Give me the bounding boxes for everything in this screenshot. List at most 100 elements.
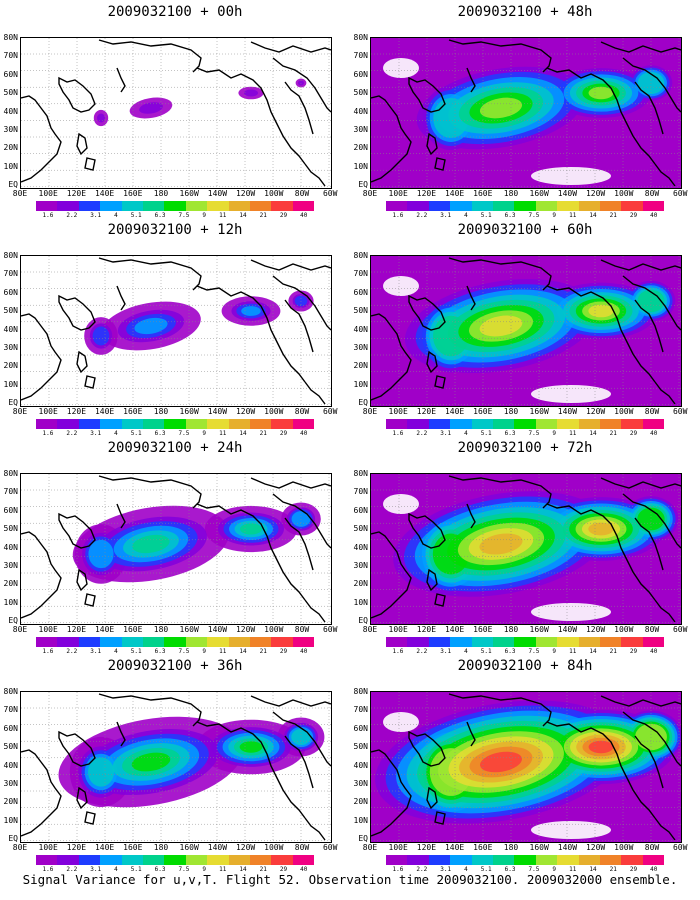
latitude-label: 50N bbox=[353, 742, 368, 752]
colorbar-swatch bbox=[185, 419, 208, 429]
colorbar-swatch bbox=[292, 419, 315, 429]
longitude-label: 180 bbox=[153, 189, 169, 198]
colorbar-level: 9 bbox=[552, 866, 557, 873]
longitude-label: 160W bbox=[179, 189, 199, 198]
colorbar-level: 4 bbox=[464, 866, 468, 873]
colorbar-labels: 1.6 2.2 3.1 4 5.1 6.3 7.5 9 11 14 21 29 40 bbox=[36, 648, 314, 655]
colorbar-level: 6.3 bbox=[504, 430, 516, 437]
colorbar-swatch bbox=[621, 637, 643, 647]
colorbar-swatch bbox=[407, 637, 429, 647]
colorbar-swatch bbox=[407, 201, 429, 211]
longitude-label: 160W bbox=[179, 407, 199, 416]
colorbar-swatch bbox=[492, 855, 515, 865]
longitude-label: 60W bbox=[672, 189, 688, 198]
longitude-label: 160W bbox=[179, 625, 199, 634]
longitude-label: 120W bbox=[235, 189, 256, 198]
longitude-label: 140E bbox=[94, 843, 115, 852]
longitude-label: 180 bbox=[503, 843, 519, 852]
colorbar-level: 40 bbox=[300, 648, 308, 655]
colorbar-level: 2.2 bbox=[416, 430, 428, 437]
latitude-label: 40N bbox=[3, 324, 18, 334]
longitude-label: 120E bbox=[416, 625, 437, 634]
latitude-label: 10N bbox=[353, 597, 368, 607]
colorbar-swatch bbox=[36, 201, 58, 211]
latitude-label: 40N bbox=[353, 324, 368, 334]
colorbar-level: 14 bbox=[589, 430, 597, 437]
map-panel: 2009032100 + 48h 80N 70N 60N 50N 40N 30N 20N 10N… bbox=[350, 0, 700, 222]
latitude-label: 10N bbox=[3, 597, 18, 607]
colorbar-swatch bbox=[249, 637, 272, 647]
longitude-label: 120W bbox=[585, 843, 606, 852]
colorbar-level: 2.2 bbox=[66, 430, 78, 437]
colorbar-level: 2.2 bbox=[416, 212, 428, 219]
colorbar bbox=[386, 637, 665, 647]
latitude-label: 20N bbox=[3, 361, 18, 371]
longitude-label: 80E bbox=[362, 625, 378, 634]
coastlines bbox=[371, 257, 681, 405]
longitude-label: 180 bbox=[153, 843, 169, 852]
colorbar-swatch bbox=[514, 201, 536, 211]
colorbar-labels: 1.6 2.2 3.1 4 5.1 6.3 7.5 9 11 14 21 29 40 bbox=[386, 866, 664, 873]
colorbar-swatch bbox=[142, 201, 165, 211]
colorbar-swatch bbox=[78, 201, 101, 211]
latitude-label: 80N bbox=[3, 469, 18, 478]
latitude-label: 70N bbox=[353, 269, 368, 279]
colorbar-swatch bbox=[36, 637, 58, 647]
colorbar-level: 21 bbox=[259, 866, 267, 873]
colorbar-swatch bbox=[557, 201, 579, 211]
longitude-label: 160W bbox=[529, 843, 549, 852]
longitude-label: 160E bbox=[473, 407, 493, 416]
colorbar-level: 1.6 bbox=[392, 430, 404, 437]
colorbar-level: 3.1 bbox=[440, 430, 452, 437]
colorbar-swatch bbox=[57, 637, 79, 647]
latitude-label: 30N bbox=[3, 125, 18, 134]
colorbar-labels: 1.6 2.2 3.1 4 5.1 6.3 7.5 9 11 14 21 29 40 bbox=[386, 212, 664, 219]
colorbar-swatch bbox=[207, 201, 229, 211]
colorbar bbox=[36, 419, 315, 429]
latitude-label: 50N bbox=[3, 306, 18, 316]
longitude-label: 140E bbox=[444, 843, 465, 852]
longitude-label: 100E bbox=[388, 625, 408, 634]
colorbar-swatch bbox=[428, 419, 451, 429]
longitude-label: 100W bbox=[264, 189, 284, 198]
colorbar-level: 11 bbox=[569, 648, 577, 655]
longitude-label: 80W bbox=[644, 843, 660, 852]
variance-field bbox=[36, 46, 326, 183]
latitude-label: 30N bbox=[353, 779, 368, 788]
colorbar-level: 14 bbox=[589, 648, 597, 655]
colorbar-swatch bbox=[557, 855, 579, 865]
longitude-label: 100W bbox=[614, 843, 634, 852]
colorbar-level: 21 bbox=[259, 430, 267, 437]
colorbar-swatch bbox=[428, 637, 451, 647]
longitude-label: 100W bbox=[264, 407, 284, 416]
variance-map bbox=[370, 473, 682, 625]
graticule bbox=[371, 256, 681, 406]
colorbar-level: 7.5 bbox=[528, 648, 540, 655]
latitude-label: 20N bbox=[353, 361, 368, 371]
panel-title: 2009032100 + 60h bbox=[457, 222, 593, 238]
colorbar-level: 40 bbox=[300, 430, 308, 437]
latitude-label: 10N bbox=[3, 815, 18, 825]
colorbar-labels: 1.6 2.2 3.1 4 5.1 6.3 7.5 9 11 14 21 29 40 bbox=[386, 648, 664, 655]
colorbar-swatch bbox=[57, 855, 79, 865]
colorbar-swatch bbox=[36, 419, 58, 429]
colorbar-swatch bbox=[599, 637, 622, 647]
colorbar-level: 21 bbox=[609, 430, 617, 437]
longitude-label: 140W bbox=[207, 843, 228, 852]
panel-title: 2009032100 + 84h bbox=[457, 658, 593, 674]
colorbar-level: 5.1 bbox=[130, 866, 142, 873]
colorbar-swatch bbox=[228, 201, 250, 211]
colorbar-level: 9 bbox=[202, 212, 207, 219]
panel-title: 2009032100 + 72h bbox=[457, 440, 593, 456]
colorbar-level: 3.1 bbox=[90, 648, 102, 655]
longitude-label: 120W bbox=[585, 407, 606, 416]
colorbar-level: 7.5 bbox=[528, 430, 540, 437]
longitude-label: 60W bbox=[322, 189, 338, 198]
colorbar-level: 1.6 bbox=[42, 430, 54, 437]
colorbar-level: 11 bbox=[219, 212, 227, 219]
longitude-label: 80W bbox=[294, 189, 310, 198]
colorbar-swatch bbox=[535, 201, 558, 211]
graticule bbox=[371, 692, 681, 842]
colorbar-labels: 1.6 2.2 3.1 4 5.1 6.3 7.5 9 11 14 21 29 40 bbox=[36, 212, 314, 219]
longitude-label: 140E bbox=[94, 189, 115, 198]
